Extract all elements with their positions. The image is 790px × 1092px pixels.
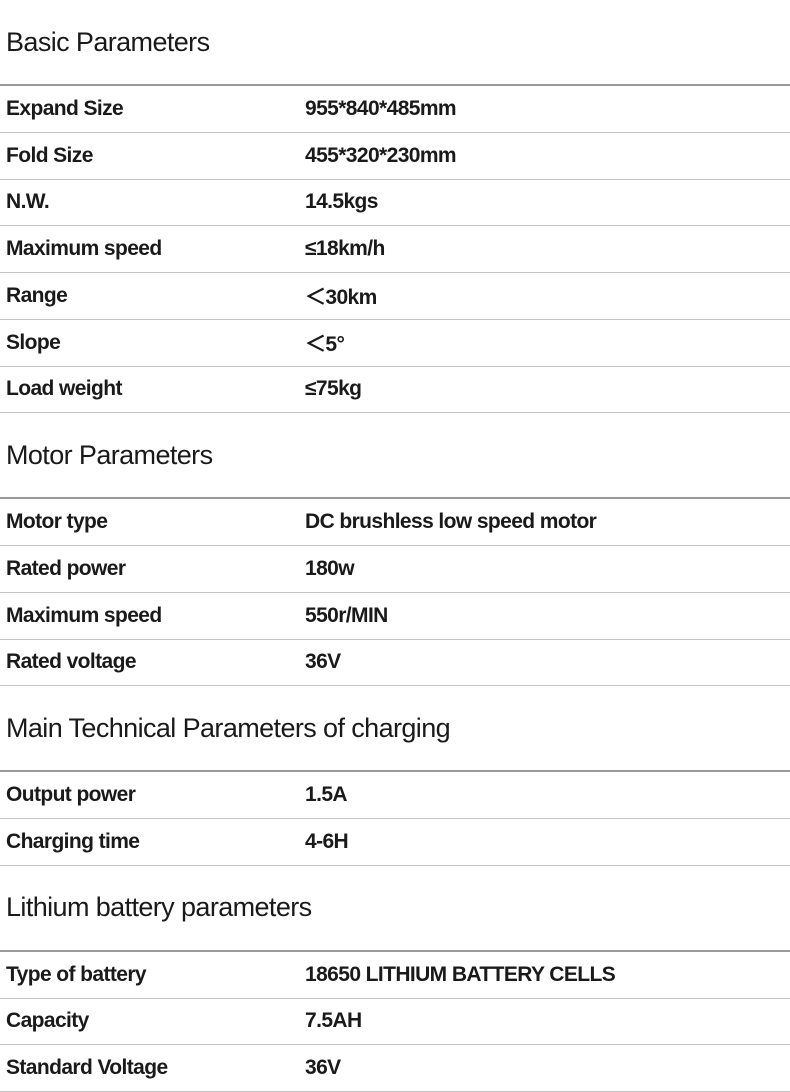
spec-row: Capacity 7.5AH xyxy=(0,999,790,1046)
spec-row: Standard Voltage 36V xyxy=(0,1045,790,1092)
spec-label: Maximum speed xyxy=(6,603,162,627)
spec-row: Charging time 4-6H xyxy=(0,819,790,866)
spec-value: 14.5kgs xyxy=(305,190,378,214)
spec-row: Maximum speed 550r/MIN xyxy=(0,593,790,640)
spec-label: Standard Voltage xyxy=(6,1056,168,1080)
spec-value: ≤75kg xyxy=(305,377,362,401)
spec-label: Output power xyxy=(6,783,136,807)
spec-value: 1.5A xyxy=(305,783,348,807)
spec-label: Rated power xyxy=(6,556,126,580)
spec-value: 7.5AH xyxy=(305,1009,362,1033)
spec-label: Slope xyxy=(6,330,61,354)
spec-label: Expand Size xyxy=(6,96,124,120)
spec-value: ＜5° xyxy=(305,332,345,356)
spec-row: Motor type DC brushless low speed motor xyxy=(0,499,790,546)
spec-row: Maximum speed ≤18km/h xyxy=(0,226,790,273)
spec-value: 550r/MIN xyxy=(305,603,388,627)
section-title: Lithium battery parameters xyxy=(0,866,790,952)
spec-row: N.W. 14.5kgs xyxy=(0,180,790,227)
section-title: Basic Parameters xyxy=(0,0,790,86)
spec-value: 4-6H xyxy=(305,829,349,853)
spec-row: Range ＜30km xyxy=(0,273,790,320)
spec-row: Rated voltage 36V xyxy=(0,640,790,687)
spec-row: Slope ＜5° xyxy=(0,320,790,367)
spec-section: Lithium battery parameters Type of batter… xyxy=(0,866,790,1092)
spec-label: Capacity xyxy=(6,1009,89,1033)
spec-value: 36V xyxy=(305,650,341,674)
spec-value: ≤18km/h xyxy=(305,237,385,261)
spec-row: Type of battery 18650 LITHIUM BATTERY CEL… xyxy=(0,952,790,999)
spec-section: Motor Parameters Motor type DC brushless l… xyxy=(0,413,790,687)
spec-row: Fold Size 455*320*230mm xyxy=(0,133,790,180)
spec-label: Type of battery xyxy=(6,962,147,986)
spec-label: N.W. xyxy=(6,190,50,214)
spec-label: Range xyxy=(6,283,68,307)
spec-section: Basic Parameters Expand Size 955*840*485mm… xyxy=(0,0,790,414)
section-title: Main Technical Parameters of charging xyxy=(0,686,790,773)
spec-row: Expand Size 955*840*485mm xyxy=(0,86,790,133)
section-title: Motor Parameters xyxy=(0,413,790,500)
spec-label: Maximum speed xyxy=(6,237,162,261)
spec-label: Fold Size xyxy=(6,143,93,167)
spec-row: Rated power 180w xyxy=(0,546,790,593)
spec-label: Motor type xyxy=(6,510,108,534)
spec-value: 955*840*485mm xyxy=(305,96,457,120)
spec-value: 36V xyxy=(305,1056,341,1080)
spec-label: Charging time xyxy=(6,829,140,853)
spec-value: 180w xyxy=(305,556,355,580)
spec-value: DC brushless low speed motor xyxy=(305,510,597,534)
spec-row: Output power 1.5A xyxy=(0,772,790,819)
spec-label: Rated voltage xyxy=(6,650,137,674)
spec-row: Load weight ≤75kg xyxy=(0,367,790,414)
spec-section: Main Technical Parameters of charging Out… xyxy=(0,686,790,866)
spec-value: 18650 LITHIUM BATTERY CELLS xyxy=(305,962,616,986)
spec-value: 455*320*230mm xyxy=(305,143,457,167)
spec-label: Load weight xyxy=(6,377,123,401)
spec-value: ＜30km xyxy=(305,285,377,309)
